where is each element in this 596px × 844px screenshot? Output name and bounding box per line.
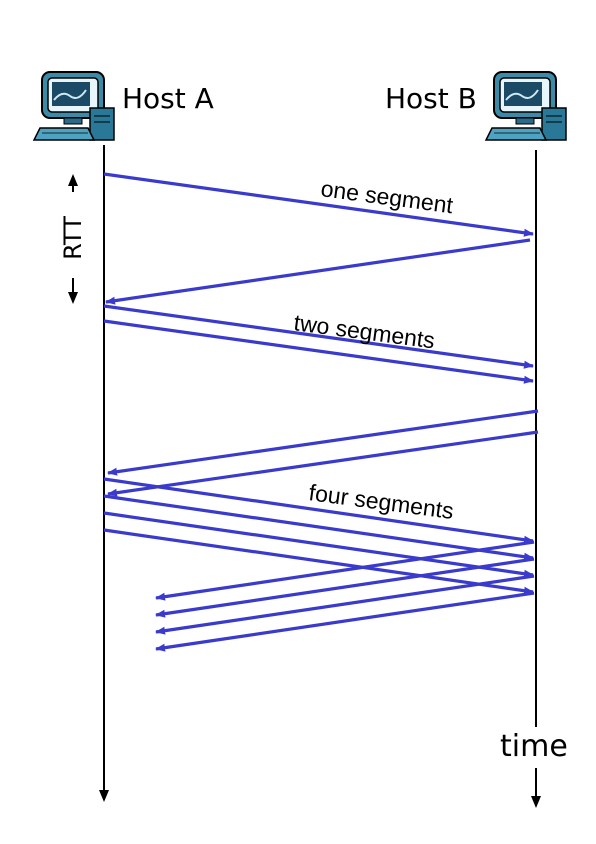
rtt-indicator: RTT: [59, 176, 87, 302]
host-b-label: Host B: [385, 82, 477, 115]
four-segments-label: four segments: [307, 479, 455, 524]
ack-arrow: [156, 576, 534, 632]
host-a-label: Host A: [122, 82, 214, 115]
segment-arrow: [104, 174, 533, 234]
time-label: time: [500, 729, 568, 764]
ack-arrow: [156, 559, 534, 615]
ack-arrow: [156, 593, 534, 649]
two-segments-label: two segments: [292, 309, 436, 353]
host-a-computer-icon: [34, 72, 114, 140]
segment-arrow: [104, 513, 533, 575]
segment-arrow: [104, 530, 533, 592]
rtt-label: RTT: [59, 216, 87, 260]
ack-arrow: [156, 542, 534, 598]
host-b-computer-icon: [486, 72, 566, 140]
one-segment-label: one segment: [319, 175, 455, 218]
ack-arrow: [106, 240, 530, 302]
